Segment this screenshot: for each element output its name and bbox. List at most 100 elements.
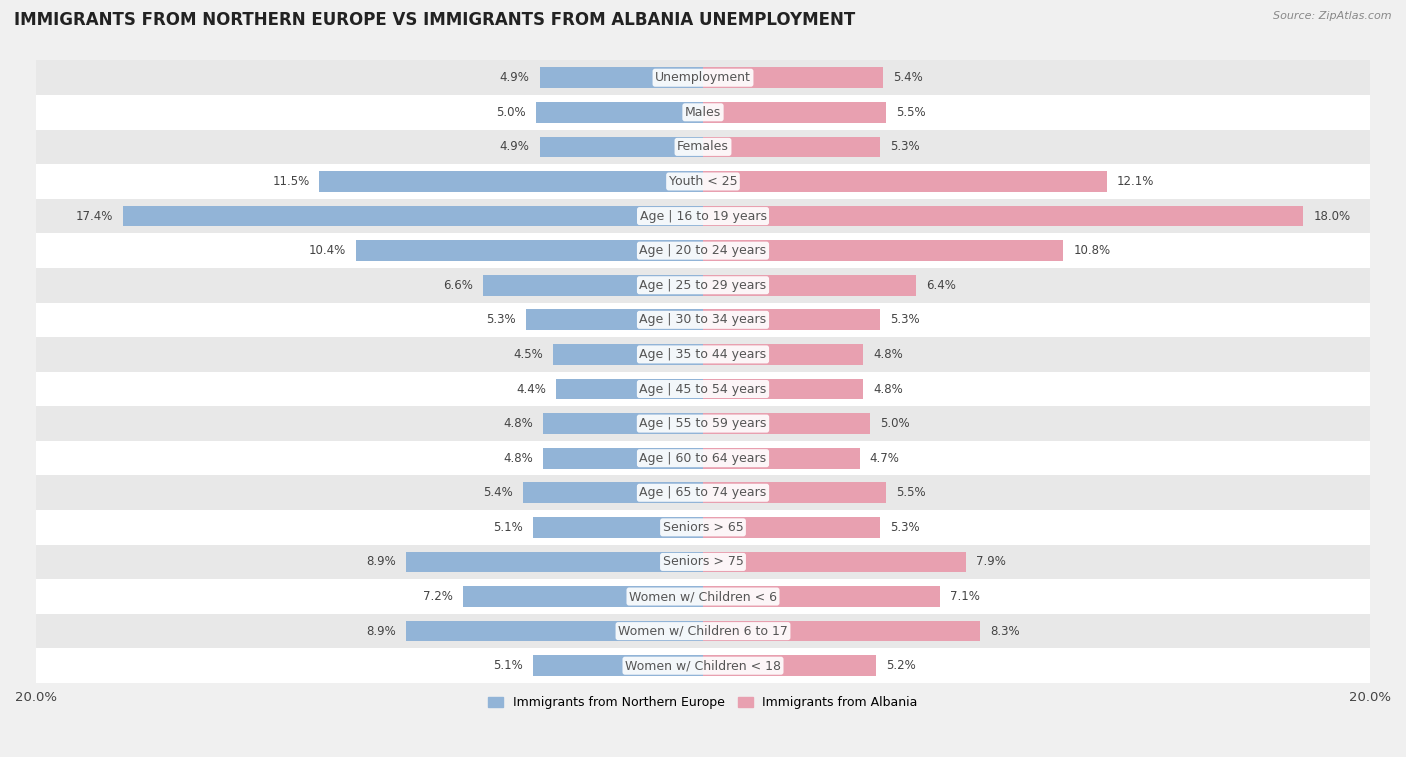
Bar xyxy=(703,448,859,469)
Text: 7.9%: 7.9% xyxy=(977,556,1007,569)
Text: 5.3%: 5.3% xyxy=(486,313,516,326)
Text: Age | 25 to 29 years: Age | 25 to 29 years xyxy=(640,279,766,291)
Text: Age | 65 to 74 years: Age | 65 to 74 years xyxy=(640,486,766,500)
Bar xyxy=(319,171,703,192)
Bar xyxy=(37,649,1369,683)
Bar xyxy=(703,275,917,296)
Text: 5.5%: 5.5% xyxy=(897,486,927,500)
Bar xyxy=(37,61,1369,95)
Text: 8.9%: 8.9% xyxy=(367,625,396,637)
Text: 10.4%: 10.4% xyxy=(309,245,346,257)
Text: Source: ZipAtlas.com: Source: ZipAtlas.com xyxy=(1274,11,1392,21)
Text: 8.3%: 8.3% xyxy=(990,625,1019,637)
Bar xyxy=(536,102,703,123)
Bar xyxy=(703,310,880,330)
Text: Age | 16 to 19 years: Age | 16 to 19 years xyxy=(640,210,766,223)
Bar xyxy=(37,544,1369,579)
Bar xyxy=(482,275,703,296)
Bar xyxy=(553,344,703,365)
Bar xyxy=(463,586,703,607)
Text: 11.5%: 11.5% xyxy=(273,175,309,188)
Text: Age | 30 to 34 years: Age | 30 to 34 years xyxy=(640,313,766,326)
Text: Age | 35 to 44 years: Age | 35 to 44 years xyxy=(640,348,766,361)
Text: 8.9%: 8.9% xyxy=(367,556,396,569)
Bar xyxy=(37,303,1369,337)
Bar xyxy=(703,206,1303,226)
Text: 4.8%: 4.8% xyxy=(873,348,903,361)
Bar xyxy=(540,136,703,157)
Text: 6.6%: 6.6% xyxy=(443,279,472,291)
Text: 5.1%: 5.1% xyxy=(494,659,523,672)
Bar xyxy=(406,621,703,641)
Bar xyxy=(37,407,1369,441)
Bar xyxy=(526,310,703,330)
Bar xyxy=(37,129,1369,164)
Text: 5.3%: 5.3% xyxy=(890,140,920,154)
Text: Age | 60 to 64 years: Age | 60 to 64 years xyxy=(640,452,766,465)
Bar xyxy=(557,378,703,400)
Text: 17.4%: 17.4% xyxy=(76,210,112,223)
Bar xyxy=(37,579,1369,614)
Bar xyxy=(543,448,703,469)
Bar xyxy=(533,656,703,676)
Text: 18.0%: 18.0% xyxy=(1313,210,1350,223)
Bar xyxy=(37,233,1369,268)
Bar xyxy=(703,240,1063,261)
Bar xyxy=(703,102,886,123)
Text: Age | 20 to 24 years: Age | 20 to 24 years xyxy=(640,245,766,257)
Bar xyxy=(703,413,870,434)
Legend: Immigrants from Northern Europe, Immigrants from Albania: Immigrants from Northern Europe, Immigra… xyxy=(484,691,922,714)
Text: 10.8%: 10.8% xyxy=(1073,245,1111,257)
Text: 4.9%: 4.9% xyxy=(499,140,530,154)
Bar xyxy=(533,517,703,537)
Text: 5.4%: 5.4% xyxy=(484,486,513,500)
Text: Seniors > 65: Seniors > 65 xyxy=(662,521,744,534)
Text: 4.4%: 4.4% xyxy=(516,382,547,395)
Bar xyxy=(703,378,863,400)
Text: 5.3%: 5.3% xyxy=(890,313,920,326)
Bar xyxy=(37,337,1369,372)
Bar xyxy=(703,517,880,537)
Text: 7.2%: 7.2% xyxy=(423,590,453,603)
Text: Youth < 25: Youth < 25 xyxy=(669,175,737,188)
Bar xyxy=(540,67,703,88)
Bar xyxy=(37,510,1369,544)
Text: IMMIGRANTS FROM NORTHERN EUROPE VS IMMIGRANTS FROM ALBANIA UNEMPLOYMENT: IMMIGRANTS FROM NORTHERN EUROPE VS IMMIG… xyxy=(14,11,855,30)
Text: 7.1%: 7.1% xyxy=(950,590,980,603)
Bar xyxy=(37,441,1369,475)
Text: 4.7%: 4.7% xyxy=(870,452,900,465)
Bar xyxy=(37,164,1369,199)
Bar xyxy=(703,656,876,676)
Text: Women w/ Children < 18: Women w/ Children < 18 xyxy=(626,659,780,672)
Bar xyxy=(37,268,1369,303)
Bar xyxy=(37,475,1369,510)
Text: Males: Males xyxy=(685,106,721,119)
Bar xyxy=(37,199,1369,233)
Bar xyxy=(703,621,980,641)
Bar xyxy=(703,171,1107,192)
Bar xyxy=(543,413,703,434)
Text: Females: Females xyxy=(678,140,728,154)
Text: Age | 45 to 54 years: Age | 45 to 54 years xyxy=(640,382,766,395)
Text: Age | 55 to 59 years: Age | 55 to 59 years xyxy=(640,417,766,430)
Text: Seniors > 75: Seniors > 75 xyxy=(662,556,744,569)
Text: 5.0%: 5.0% xyxy=(496,106,526,119)
Bar xyxy=(703,344,863,365)
Text: 5.0%: 5.0% xyxy=(880,417,910,430)
Bar xyxy=(37,372,1369,407)
Text: 5.2%: 5.2% xyxy=(886,659,917,672)
Text: 5.5%: 5.5% xyxy=(897,106,927,119)
Text: 4.5%: 4.5% xyxy=(513,348,543,361)
Text: 4.8%: 4.8% xyxy=(873,382,903,395)
Bar xyxy=(703,482,886,503)
Text: 4.8%: 4.8% xyxy=(503,417,533,430)
Bar xyxy=(406,552,703,572)
Text: 12.1%: 12.1% xyxy=(1116,175,1154,188)
Text: 5.3%: 5.3% xyxy=(890,521,920,534)
Text: 6.4%: 6.4% xyxy=(927,279,956,291)
Bar xyxy=(523,482,703,503)
Text: Women w/ Children < 6: Women w/ Children < 6 xyxy=(628,590,778,603)
Text: Unemployment: Unemployment xyxy=(655,71,751,84)
Bar xyxy=(122,206,703,226)
Text: 5.1%: 5.1% xyxy=(494,521,523,534)
